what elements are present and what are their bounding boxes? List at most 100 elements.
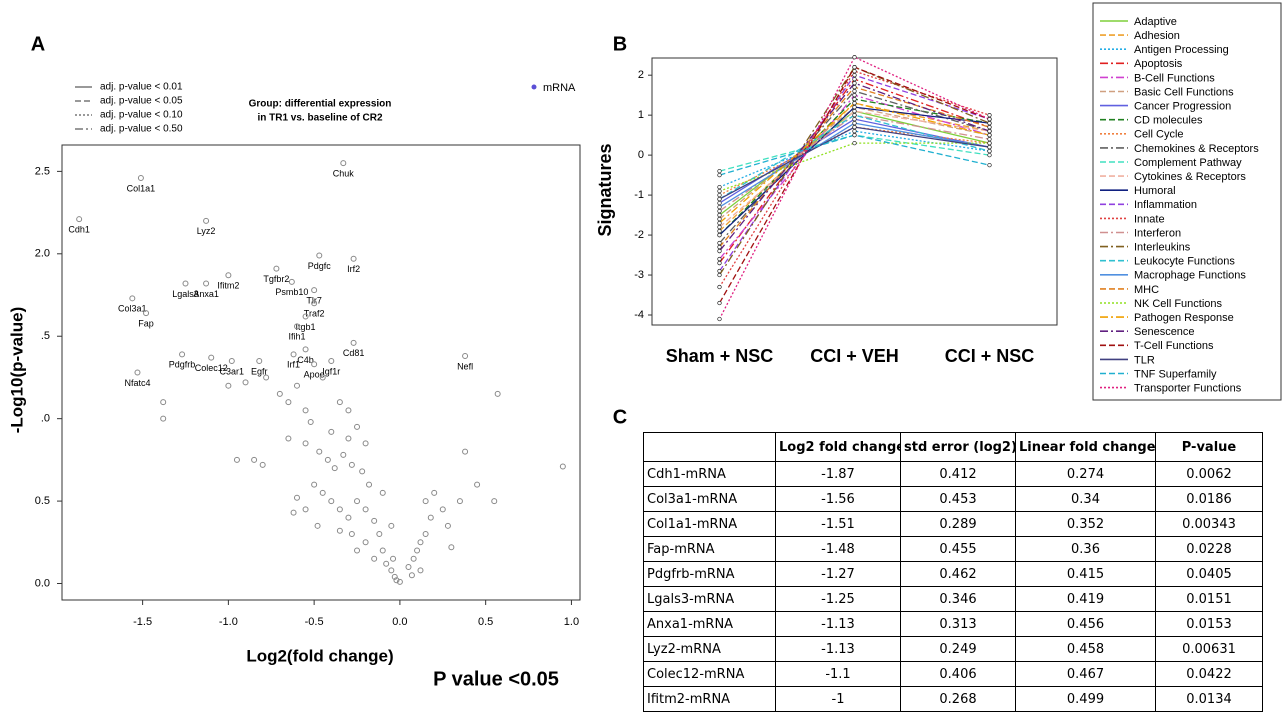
cell: 0.00343 [1155, 511, 1263, 537]
point-label: Tgfbr2 [263, 274, 289, 284]
series-line [719, 126, 990, 196]
cell: 0.453 [900, 486, 1016, 512]
legend-label: CD molecules [1134, 115, 1203, 127]
x-axis-label: Log2(fold change) [246, 646, 393, 665]
point-label: Nefl [457, 361, 473, 371]
annotation: P value <0.05 [433, 668, 559, 690]
header-cell: Log2 fold change [775, 432, 901, 462]
data-point [717, 204, 722, 210]
data-point [491, 498, 498, 505]
row-label: Colec12-mRNA [643, 661, 776, 687]
data-point [717, 248, 722, 254]
legend-label: TNF Superfamily [1134, 368, 1217, 380]
data-point [160, 415, 167, 422]
data-point [336, 506, 343, 513]
y-tick-label: 1 [638, 109, 644, 121]
legend-label: Cell Cycle [1134, 129, 1184, 141]
cell: -1.13 [775, 636, 901, 662]
table-row: Anxa1-mRNA -1.13 0.313 0.456 0.0153 [643, 611, 1263, 637]
data-point [293, 382, 300, 389]
legend-label: Cytokines & Receptors [1134, 171, 1246, 183]
data-point [345, 514, 352, 521]
data-point [717, 172, 722, 178]
table-row: Lgals3-mRNA -1.25 0.346 0.419 0.0151 [643, 586, 1263, 612]
data-point [129, 295, 136, 302]
cell: 0.268 [900, 686, 1016, 712]
data-point [717, 208, 722, 214]
data-point [331, 465, 338, 472]
cell: 0.419 [1015, 586, 1156, 612]
data-point [462, 353, 469, 360]
data-point [987, 132, 992, 138]
header-cell: std error (log2) [900, 432, 1016, 462]
data-point [852, 85, 857, 90]
cell: 0.249 [900, 636, 1016, 662]
data-point [340, 160, 347, 167]
y-tick-label: 2.0 [35, 248, 50, 260]
y-axis-label: Signatures [595, 143, 615, 236]
data-point [987, 144, 992, 150]
data-point [393, 577, 400, 584]
y-tick-label: .5 [41, 330, 50, 342]
data-point [350, 255, 357, 262]
data-point [852, 109, 857, 114]
series-line [718, 56, 990, 320]
data-point [311, 361, 318, 368]
y-axis-label: -Log10(p-value) [7, 307, 26, 434]
x-tick-label: 0.0 [392, 616, 407, 628]
data-point [179, 351, 186, 358]
data-point [371, 555, 378, 562]
legend-label: Interferon [1134, 227, 1181, 239]
data-point [396, 578, 403, 585]
series-line [719, 130, 990, 188]
point-label: Chuk [333, 169, 355, 179]
cell: 0.274 [1015, 461, 1156, 487]
point-label: Anxa1 [193, 289, 219, 299]
data-point [852, 124, 857, 130]
point-label: Ifitm2 [217, 281, 239, 291]
data-point [717, 256, 722, 262]
data-point [345, 435, 352, 442]
data-point [717, 228, 722, 234]
cell: 0.456 [1015, 611, 1156, 637]
data-point [717, 212, 722, 218]
data-point [410, 555, 417, 562]
chart-subtitle: in TR1 vs. baseline of CR2 [257, 113, 382, 124]
legend-label: Inflammation [1134, 199, 1197, 211]
data-point [717, 300, 722, 306]
point-label: Col1a1 [127, 183, 156, 193]
data-point [371, 517, 378, 524]
data-point [160, 399, 167, 406]
cell: 0.415 [1015, 561, 1156, 587]
data-point [319, 489, 326, 496]
data-point [285, 399, 292, 406]
point-label: Lgals3 [172, 289, 199, 299]
data-point [987, 124, 992, 130]
data-point [256, 357, 263, 364]
series-line [718, 70, 990, 288]
data-point [225, 382, 232, 389]
data-point [717, 268, 722, 274]
data-point [225, 272, 232, 279]
data-point [439, 506, 446, 513]
data-point [717, 272, 722, 278]
data-point [390, 555, 397, 562]
data-point [852, 140, 857, 146]
point-label: Igf1r [322, 366, 340, 376]
point-label: Nfatc4 [124, 378, 150, 388]
table-row: Cdh1-mRNA -1.87 0.412 0.274 0.0062 [643, 461, 1263, 487]
data-point [302, 440, 309, 447]
y-tick-label: -1 [634, 189, 644, 201]
data-point [852, 73, 857, 78]
panel-label: C [613, 406, 627, 428]
data-point [311, 481, 318, 488]
data-point [852, 77, 857, 82]
y-tick-label: 0.0 [35, 577, 50, 589]
panel-label: A [31, 33, 45, 55]
data-point [362, 506, 369, 513]
cell: 0.313 [900, 611, 1016, 637]
point-label: Psmb10 [275, 287, 308, 297]
row-label: Pdgfrb-mRNA [643, 561, 776, 587]
data-point [302, 313, 309, 320]
